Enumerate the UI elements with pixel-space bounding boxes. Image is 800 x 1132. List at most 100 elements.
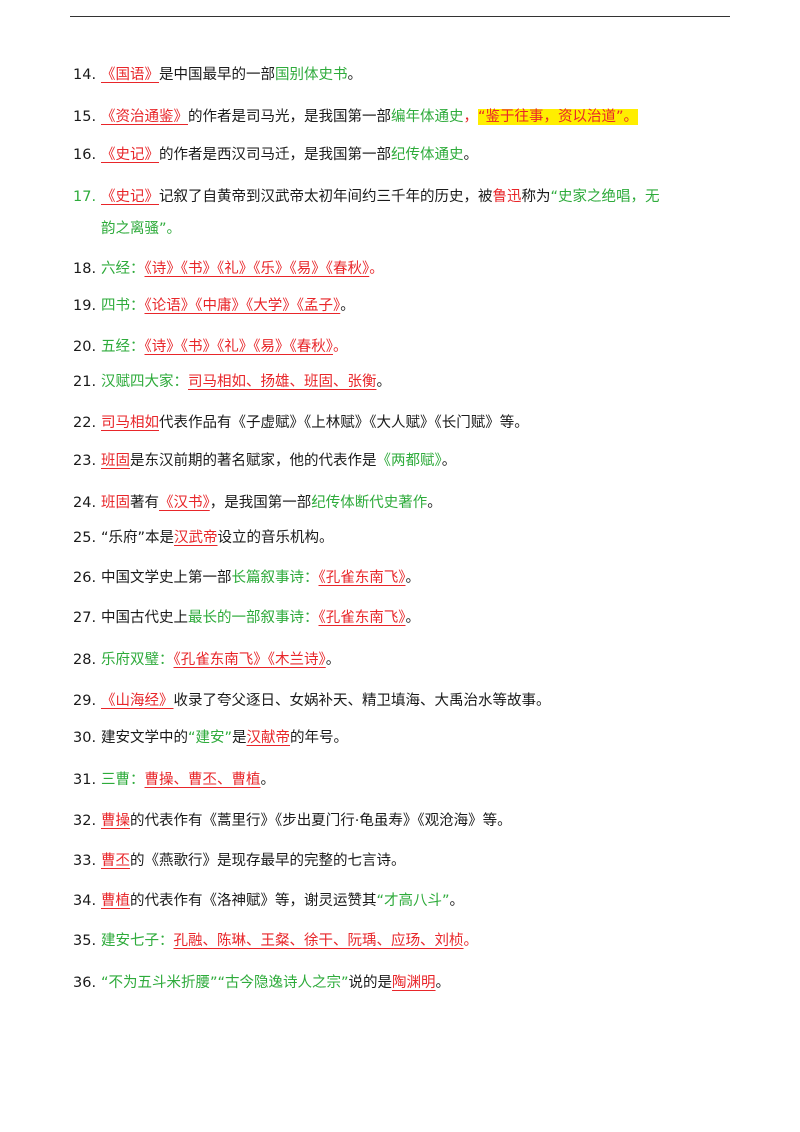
item-number: 22. [73,415,97,431]
list-item: 30. 建安文学中的“建安”是汉献帝的年号。 [73,724,733,752]
item-text-segment: 。 [369,261,384,277]
item-number: 34. [73,893,97,909]
item-text-segment: 《论语》《中庸》《大学》《孟子》 [144,298,341,314]
item-text-segment: “史家之绝唱，无 [550,189,660,205]
item-number: 35. [73,933,97,949]
item-text-segment: 司马相如、扬雄、班固、张衡 [188,374,377,390]
item-text-segment: 曹操 [101,813,130,829]
item-text-segment: 长篇叙事诗： [231,570,319,586]
item-text-segment: 。 [333,339,348,355]
item-number: 17. [73,189,97,205]
list-item: 27. 中国古代史上最长的一部叙事诗：《孔雀东南飞》。 [73,604,733,632]
item-text-segment: 《史记》 [101,189,159,205]
item-continuation: 韵之离骚”。 [73,215,733,243]
item-number: 28. [73,652,97,668]
item-number: 31. [73,772,97,788]
item-text-segment: 曹植 [101,893,130,909]
item-text-segment: 的《燕歌行》是现存最早的完整的七言诗。 [130,853,406,869]
item-number: 15. [73,109,97,125]
item-text-segment: 。 [260,772,276,788]
item-text-segment: ， [463,109,479,125]
item-text-segment: 《史记》 [101,147,159,163]
item-text-segment: 。 [340,298,355,314]
item-text-segment: 代表作品有《子虚赋》《上林赋》《大人赋》《长门赋》等。 [159,415,529,431]
item-text-segment: 的作者是司马光，是我国第一部 [188,109,391,125]
item-text-segment: 《诗》《书》《礼》《易》《春秋》 [144,339,334,355]
list-item: 28. 乐府双璧：《孔雀东南飞》《木兰诗》。 [73,646,733,674]
item-text-segment: 纪传体通史 [391,147,464,163]
item-text-segment: 中国古代史上 [101,610,188,626]
item-number: 14. [73,67,97,83]
list-item: 22. 司马相如代表作品有《子虚赋》《上林赋》《大人赋》《长门赋》等。 [73,409,733,437]
item-text-segment: 六经： [101,261,145,277]
item-text-segment: 编年体通史 [391,109,464,125]
item-number: 21. [73,374,97,390]
item-text-segment: 陶渊明 [392,975,436,991]
item-text-segment: 。 [325,652,341,668]
item-text-segment: 。 [405,610,421,626]
item-number: 24. [73,495,97,511]
top-rule [70,16,730,17]
item-number: 18. [73,261,97,277]
item-text-segment: 。 [347,67,363,83]
item-text-segment: 乐府双璧： [101,652,174,668]
list-item: 34. 曹植的代表作有《洛神赋》等，谢灵运赞其“才高八斗”。 [73,887,733,915]
item-text-segment: “建安” [188,730,233,746]
item-text-segment: 曹丕 [101,853,130,869]
item-text-segment: 建安文学中的 [101,730,188,746]
item-text-segment: 的代表作有《洛神赋》等，谢灵运赞其 [130,893,377,909]
item-text-segment: 《孔雀东南飞》《木兰诗》 [173,652,326,668]
item-number: 33. [73,853,97,869]
item-text-segment: 著有 [130,495,159,511]
list-item: 32. 曹操的代表作有《蒿里行》《步出夏门行·龟虽寿》《观沧海》等。 [73,807,733,835]
item-text-segment: 国别体史书 [275,67,348,83]
list-item: 31. 三曹：曹操、曹丕、曹植。 [73,766,733,794]
item-text-segment: “不为五斗米折腰”“古今隐逸诗人之宗” [101,975,349,991]
item-text-segment: 《国语》 [101,67,159,83]
list-item: 15. 《资治通鉴》的作者是司马光，是我国第一部编年体通史，“鉴于往事，资以治道”… [73,103,733,131]
item-text-segment: 纪传体断代史著作 [311,495,428,511]
item-text-segment: ，是我国第一部 [209,495,312,511]
item-number: 32. [73,813,97,829]
item-text-segment: 韵之离骚”。 [101,221,182,237]
item-text-segment: 汉献帝 [246,730,291,746]
item-text-segment: 是中国最早的一部 [159,67,275,83]
item-text-segment: 中国文学史上第一部 [101,570,232,586]
item-text-segment: 建安七子： [101,933,174,949]
item-text-segment: 三曹： [101,772,145,788]
item-number: 36. [73,975,97,991]
item-text-segment: 司马相如 [101,415,159,431]
item-text-segment: “才高八斗” [376,893,450,909]
list-item: 25. “乐府”本是汉武帝设立的音乐机构。 [73,524,733,552]
item-number: 30. [73,730,97,746]
list-item: 19. 四书：《论语》《中庸》《大学》《孟子》。 [73,292,733,320]
list-item: 20. 五经：《诗》《书》《礼》《易》《春秋》。 [73,333,733,361]
list-item: 24. 班固著有《汉书》，是我国第一部纪传体断代史著作。 [73,489,733,517]
item-text-segment: 。 [449,893,465,909]
item-number: 27. [73,610,97,626]
item-text-segment: 记叙了自黄帝到汉武帝太初年间约三千年的历史，被 [159,189,493,205]
item-text-segment: 班固 [101,453,130,469]
list-item: 29. 《山海经》收录了夸父逐日、女娲补天、精卫填海、大禹治水等故事。 [73,687,733,715]
item-text-segment: 曹操、曹丕、曹植 [144,772,261,788]
item-text-segment: 的代表作有《蒿里行》《步出夏门行·龟虽寿》《观沧海》等。 [130,813,512,829]
item-number: 19. [73,298,97,314]
item-text-segment: 《山海经》 [101,693,174,709]
item-text-segment: 。 [463,147,479,163]
item-number: 23. [73,453,97,469]
item-text-segment: 《两都赋》 [376,453,442,469]
item-text-segment: 设立的音乐机构。 [217,530,334,546]
item-text-segment: 四书： [101,298,145,314]
item-text-segment: 收录了夸父逐日、女娲补天、精卫填海、大禹治水等故事。 [173,693,551,709]
list-item: 17. 《史记》记叙了自黄帝到汉武帝太初年间约三千年的历史，被鲁迅称为“史家之绝唱… [73,183,733,243]
item-text-segment: 。 [463,933,479,949]
item-number: 29. [73,693,97,709]
item-text-segment: 孔融、陈琳、王粲、徐干、阮瑀、应玚、刘桢 [173,933,464,949]
item-number: 25. [73,530,97,546]
list-item: 23. 班固是东汉前期的著名赋家，他的代表作是《两都赋》。 [73,447,733,475]
item-number: 20. [73,339,97,355]
item-text-segment: 班固 [101,495,130,511]
list-item: 21. 汉赋四大家：司马相如、扬雄、班固、张衡。 [73,368,733,396]
item-text-segment: 。 [427,495,442,511]
list-item: 14. 《国语》是中国最早的一部国别体史书。 [73,61,733,89]
